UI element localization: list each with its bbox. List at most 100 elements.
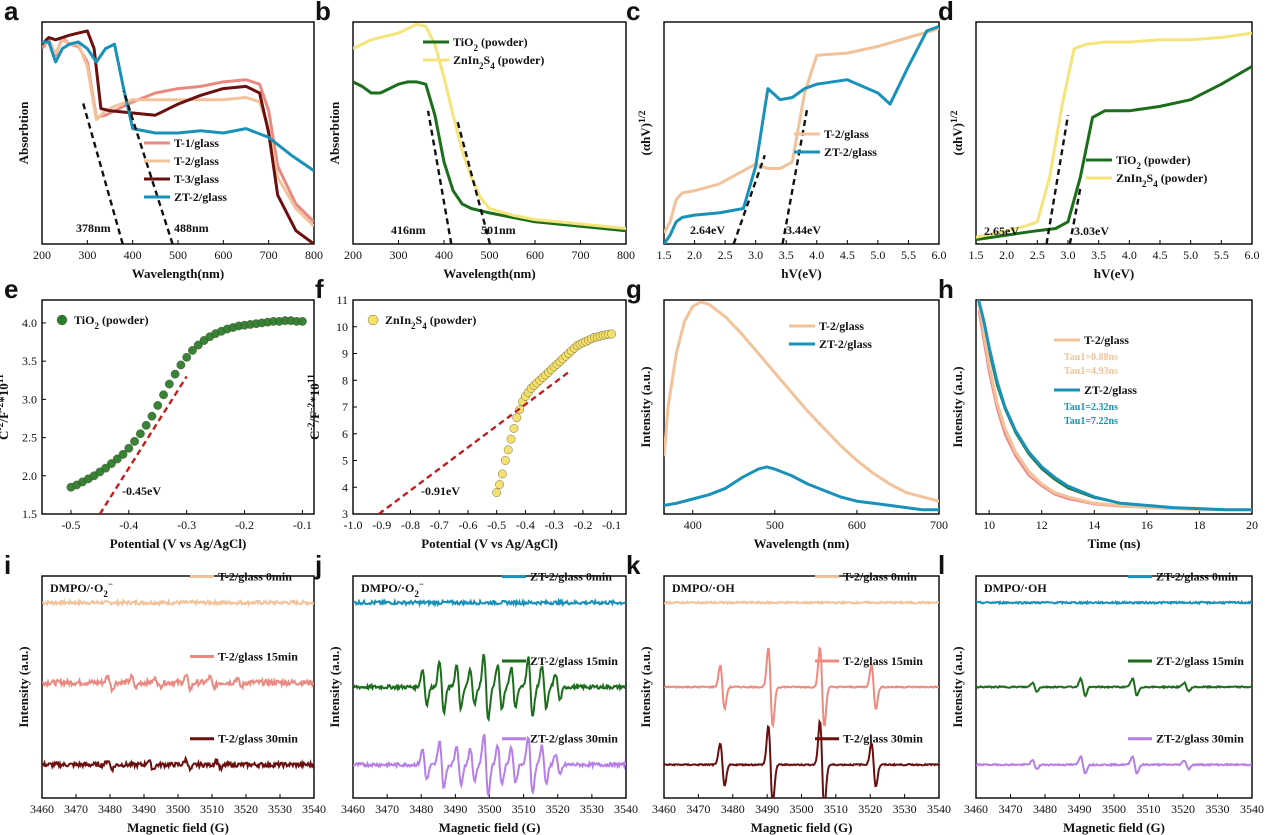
plot-area	[977, 300, 1252, 512]
panel-letter: l	[938, 550, 945, 580]
annotation-label: 501nm	[481, 223, 516, 237]
x-tick-label: -0.2	[573, 518, 592, 532]
panel-i: i 3460 3470 3480 3490 3500 3510 3520 3530 3540 Mag…	[4, 550, 326, 835]
series-line	[42, 40, 314, 172]
x-axis-label: Potential (V vs Ag/AgCl)	[110, 536, 247, 551]
x-tick-label: 2.5	[1030, 248, 1045, 262]
data-point	[107, 459, 116, 468]
plot-area	[42, 29, 314, 244]
x-tick-label: 5.0	[1183, 248, 1198, 262]
plot-title: DMPO/·O2−	[50, 579, 113, 599]
legend-label: T-2/glass	[824, 127, 869, 141]
legend-label: ZnIn2S4 (powder)	[453, 53, 544, 71]
legend-annotation: Tau1=4.93ns	[1064, 366, 1118, 377]
y-axis-label: Absorbtion	[327, 101, 342, 165]
x-tick-label: -0.3	[545, 518, 564, 532]
x-tick-label: 3530	[1206, 802, 1230, 816]
series-line	[42, 29, 314, 244]
panel-g: g 400 500 600 700 Wavelength (nm) Intensity (a…	[626, 274, 948, 551]
y-axis-label: Absorbtion	[16, 101, 31, 165]
tangent-line	[732, 154, 766, 244]
legend-label: T-1/glass	[174, 136, 219, 150]
x-tick-label: 3540	[614, 802, 638, 816]
y-axis-label: Intensity (a.u.)	[16, 646, 31, 727]
tangent-line	[378, 371, 570, 514]
x-tick-label: 14	[1088, 518, 1100, 532]
x-tick-label: -0.1	[602, 518, 621, 532]
x-tick-label: 3530	[893, 802, 917, 816]
x-tick-label: 300	[78, 248, 96, 262]
x-axis-label: hV(eV)	[781, 266, 821, 281]
tangent-line	[81, 101, 124, 244]
annotation-label: 378nm	[76, 221, 111, 235]
plot-area	[42, 597, 314, 774]
x-tick-label: 3500	[166, 802, 190, 816]
legend-label: T-2/glass 15min	[843, 654, 923, 668]
annotation-label: 416nm	[391, 223, 426, 237]
x-tick-label: 700	[572, 248, 590, 262]
y-tick-label: 3.5	[22, 354, 37, 368]
legend-label: ZT-2/glass 0min	[530, 570, 612, 584]
data-point	[147, 411, 157, 421]
x-tick-label: 3480	[98, 802, 122, 816]
series-line	[42, 755, 314, 774]
x-tick-label: 3540	[302, 802, 326, 816]
panel-letter: e	[4, 274, 18, 304]
panel-l: l 3460 3470 3480 3490 3500 3510 3520 3530 3540 Mag…	[938, 550, 1264, 835]
legend-label: TiO2 (powder)	[453, 35, 528, 53]
panel-letter: a	[4, 0, 19, 26]
x-tick-label: 3.5	[1091, 248, 1106, 262]
x-tick-label: 400	[684, 518, 702, 532]
x-tick-label: 16	[1141, 518, 1153, 532]
legend-label: T-2/glass 30min	[843, 732, 923, 746]
x-axis-label: Wavelength(nm)	[443, 266, 535, 281]
axes-frame	[975, 299, 1253, 515]
series-line	[664, 646, 939, 729]
x-axis-label: Wavelength(nm)	[132, 266, 224, 281]
x-tick-label: 400	[435, 248, 453, 262]
y-axis-label: Intensity (a.u.)	[950, 646, 965, 727]
panel-b: b 200 300 400 500 600 700 800 Wavelength(nm) Abso…	[315, 0, 635, 281]
axes-frame	[41, 299, 315, 515]
x-tick-label: 3510	[200, 802, 224, 816]
x-tick-label: 3470	[64, 802, 88, 816]
x-tick-label: 500	[481, 248, 499, 262]
y-axis-label: (αhV)1/2	[637, 110, 654, 155]
panel-c: c 1.5 2.0 2.5 3.0 3.5 4.0 4.5 5.0 5.5 6.0 hV(eV) (αh…	[626, 0, 947, 281]
x-tick-label: 500	[766, 518, 784, 532]
x-axis-label: Magnetic field (G)	[439, 820, 541, 835]
panel-letter: d	[938, 0, 954, 26]
x-tick-label: 400	[124, 248, 142, 262]
x-tick-label: 3540	[1240, 802, 1264, 816]
y-tick-label: 3	[342, 507, 348, 521]
data-point	[176, 360, 186, 370]
x-tick-label: 800	[617, 248, 635, 262]
x-tick-label: 3480	[721, 802, 745, 816]
x-tick-label: 3.0	[748, 248, 763, 262]
legend-label: T-2/glass 0min	[843, 570, 917, 584]
plot-area	[664, 24, 939, 244]
y-tick-label: 2.5	[22, 431, 37, 445]
x-tick-label: 3540	[927, 802, 951, 816]
legend-label: ZT-2/glass 30min	[1156, 732, 1244, 746]
legend-label: T-2/glass	[174, 154, 219, 168]
y-axis-label: Intensity (a.u.)	[950, 366, 965, 447]
data-point	[495, 480, 504, 489]
data-point	[112, 454, 122, 464]
tangent-line	[98, 375, 188, 514]
plot-area	[976, 31, 1252, 244]
legend-label: ZnIn2S4 (powder)	[385, 313, 476, 331]
plot-title: DMPO/·O2−	[361, 579, 424, 599]
y-tick-label: 6	[342, 427, 348, 441]
panel-f: f -1.0 -0.9 -0.8 -0.7 -0.6 -0.5 -0.4 -0.3 -0.2 -0.…	[306, 274, 627, 551]
plot-area	[353, 597, 626, 798]
panel-letter: c	[626, 0, 640, 26]
y-axis-label: Intensity (a.u.)	[638, 646, 653, 727]
panel-d: d 1.5 2.0 2.5 3.0 3.5 4.0 4.5 5.0 5.5 6.0 hV(eV) (αh…	[938, 0, 1260, 281]
x-tick-label: 3510	[824, 802, 848, 816]
panel-e: e -0.5 -0.4 -0.3 -0.2 -0.1 1.5 2.0 2.5 3.0 3.5 4.0 P…	[0, 274, 315, 551]
x-tick-label: 700	[260, 248, 278, 262]
x-tick-label: 3490	[1068, 802, 1092, 816]
series-line	[664, 27, 939, 234]
